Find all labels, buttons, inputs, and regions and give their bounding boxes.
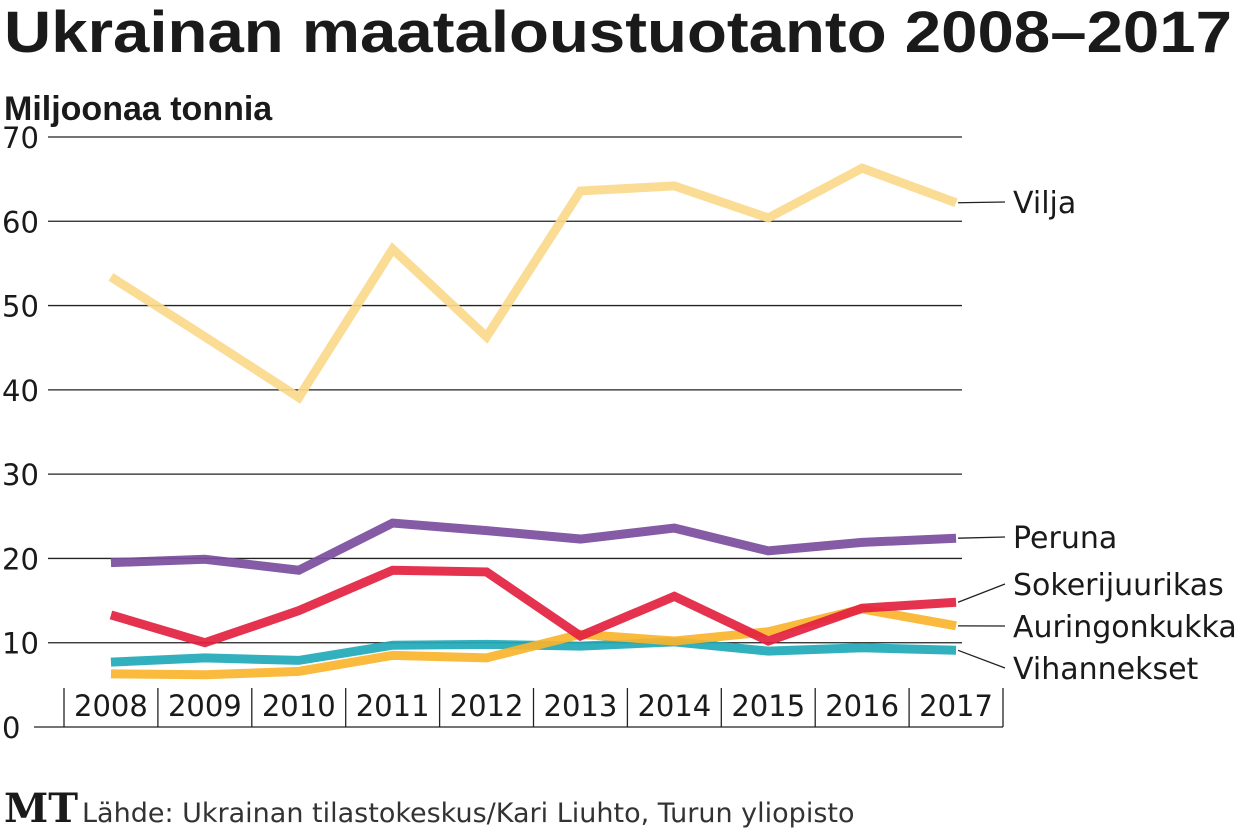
mt-logo: MT bbox=[4, 785, 78, 832]
x-tick-label: 2015 bbox=[731, 689, 805, 723]
series-label: Sokerijuurikas bbox=[1013, 568, 1224, 603]
y-tick-label: 20 bbox=[2, 542, 39, 576]
y-tick-label: 0 bbox=[2, 711, 20, 745]
x-tick-label: 2012 bbox=[450, 689, 524, 723]
y-tick-label: 40 bbox=[2, 374, 39, 408]
series-line-sokerijuurikas bbox=[111, 570, 956, 642]
series-labels: Vilja Peruna Sokerijuurikas Auringonkukka Vi… bbox=[958, 186, 1237, 687]
y-tick-label: 50 bbox=[2, 290, 39, 324]
x-tick-label: 2009 bbox=[168, 689, 242, 723]
chart-title: Ukrainan maataloustuotanto 2008–2017 bbox=[4, 0, 1232, 65]
series-lines bbox=[111, 168, 956, 675]
x-axis: 2008 2009 2010 2011 2012 2013 2014 2015 2016 2017 bbox=[34, 688, 1003, 727]
leader-line bbox=[958, 650, 1005, 668]
series-line-peruna bbox=[111, 523, 956, 570]
x-tick-label: 2011 bbox=[356, 689, 430, 723]
series-label: Auringonkukka bbox=[1013, 610, 1237, 645]
x-tick-label: 2014 bbox=[637, 689, 711, 723]
x-tick-label: 2017 bbox=[919, 689, 993, 723]
y-tick-label: 60 bbox=[2, 205, 39, 239]
x-tick-label: 2013 bbox=[544, 689, 618, 723]
series-label: Peruna bbox=[1013, 521, 1117, 556]
leader-line bbox=[958, 537, 1005, 538]
x-tick-label: 2010 bbox=[262, 689, 336, 723]
series-label: Vilja bbox=[1013, 186, 1076, 221]
leader-line bbox=[958, 584, 1005, 602]
source-text: Lähde: Ukrainan tilastokeskus/Kari Liuht… bbox=[82, 798, 855, 829]
y-axis-label: Miljoonaa tonnia bbox=[4, 90, 273, 128]
leader-line bbox=[958, 202, 1005, 203]
x-tick-label: 2008 bbox=[74, 689, 148, 723]
x-tick-label: 2016 bbox=[825, 689, 899, 723]
y-tick-label: 10 bbox=[2, 627, 39, 661]
y-tick-label: 30 bbox=[2, 458, 39, 492]
y-tick-label: 70 bbox=[2, 121, 39, 155]
series-line-vilja bbox=[111, 168, 956, 397]
series-label: Vihannekset bbox=[1013, 652, 1199, 687]
